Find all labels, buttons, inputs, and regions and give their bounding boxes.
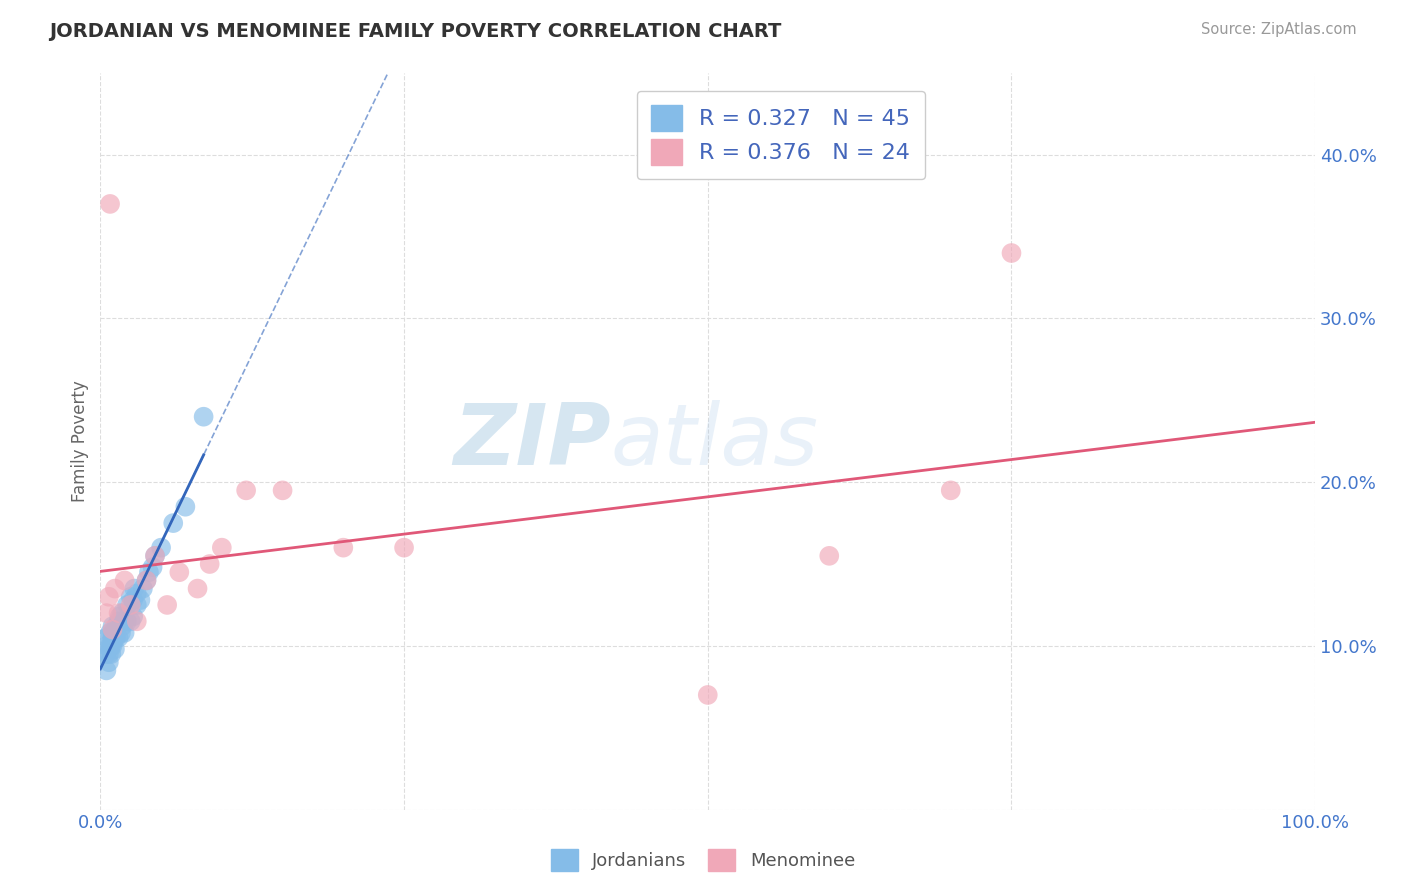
Point bbox=[135, 574, 157, 588]
Point bbox=[97, 647, 120, 661]
Point bbox=[97, 655, 120, 669]
Point bbox=[100, 647, 122, 661]
Point bbox=[186, 582, 208, 596]
Point bbox=[104, 631, 127, 645]
Point bbox=[107, 606, 129, 620]
Point bbox=[142, 560, 165, 574]
Point bbox=[98, 639, 121, 653]
Point bbox=[174, 500, 197, 514]
Text: atlas: atlas bbox=[610, 400, 818, 483]
Y-axis label: Family Poverty: Family Poverty bbox=[72, 380, 89, 502]
Point bbox=[107, 631, 129, 645]
Point bbox=[135, 574, 157, 588]
Point bbox=[105, 619, 128, 633]
Point bbox=[129, 593, 152, 607]
Point bbox=[96, 631, 118, 645]
Point bbox=[122, 593, 145, 607]
Point bbox=[138, 565, 160, 579]
Point bbox=[111, 606, 134, 620]
Point bbox=[143, 549, 166, 563]
Point bbox=[332, 541, 354, 555]
Point bbox=[115, 598, 138, 612]
Point bbox=[818, 549, 841, 563]
Point bbox=[125, 598, 148, 612]
Point bbox=[198, 557, 221, 571]
Point bbox=[211, 541, 233, 555]
Point bbox=[271, 483, 294, 498]
Point bbox=[101, 623, 124, 637]
Text: JORDANIAN VS MENOMINEE FAMILY POVERTY CORRELATION CHART: JORDANIAN VS MENOMINEE FAMILY POVERTY CO… bbox=[49, 22, 782, 41]
Point bbox=[101, 639, 124, 653]
Point bbox=[120, 590, 142, 604]
Point bbox=[114, 574, 136, 588]
Point bbox=[162, 516, 184, 530]
Point bbox=[193, 409, 215, 424]
Point bbox=[100, 639, 122, 653]
Point bbox=[98, 197, 121, 211]
Point bbox=[110, 625, 132, 640]
Legend: R = 0.327   N = 45, R = 0.376   N = 24: R = 0.327 N = 45, R = 0.376 N = 24 bbox=[637, 91, 925, 179]
Point bbox=[96, 664, 118, 678]
Point bbox=[108, 609, 131, 624]
Text: ZIP: ZIP bbox=[453, 400, 610, 483]
Legend: Jordanians, Menominee: Jordanians, Menominee bbox=[544, 842, 862, 879]
Point bbox=[150, 541, 173, 555]
Point bbox=[101, 631, 124, 645]
Point bbox=[120, 598, 142, 612]
Point bbox=[122, 609, 145, 624]
Point bbox=[105, 631, 128, 645]
Point bbox=[101, 619, 124, 633]
Point bbox=[125, 586, 148, 600]
Point bbox=[169, 565, 191, 579]
Point bbox=[156, 598, 179, 612]
Point bbox=[97, 590, 120, 604]
Point bbox=[104, 642, 127, 657]
Point bbox=[120, 615, 142, 629]
Point bbox=[125, 615, 148, 629]
Point bbox=[115, 615, 138, 629]
Point bbox=[114, 615, 136, 629]
Point bbox=[98, 625, 121, 640]
Point bbox=[696, 688, 718, 702]
Point bbox=[111, 619, 134, 633]
Point bbox=[114, 625, 136, 640]
Point bbox=[124, 582, 146, 596]
Point bbox=[96, 606, 118, 620]
Point bbox=[107, 615, 129, 629]
Point bbox=[939, 483, 962, 498]
Point bbox=[392, 541, 415, 555]
Point bbox=[132, 582, 155, 596]
Point bbox=[235, 483, 257, 498]
Text: Source: ZipAtlas.com: Source: ZipAtlas.com bbox=[1201, 22, 1357, 37]
Point bbox=[96, 647, 118, 661]
Point bbox=[104, 582, 127, 596]
Point bbox=[1000, 246, 1022, 260]
Point bbox=[101, 625, 124, 640]
Point bbox=[96, 639, 118, 653]
Point bbox=[143, 549, 166, 563]
